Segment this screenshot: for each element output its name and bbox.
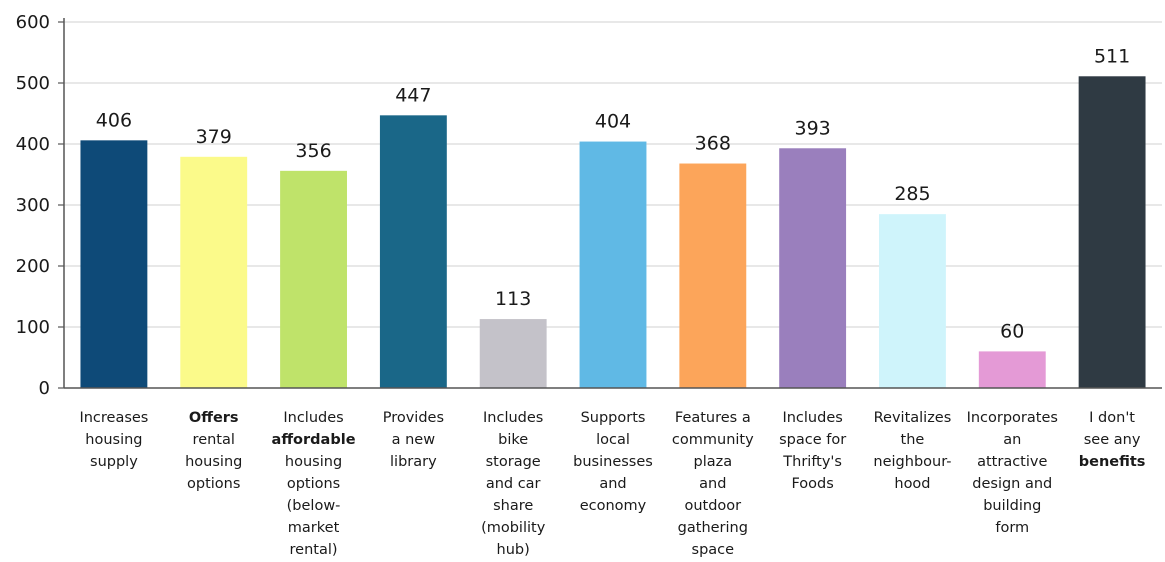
category-label: Includes space for Thrifty's Foods bbox=[779, 410, 846, 492]
category-label: Includes affordable housing options (below-m… bbox=[272, 410, 356, 558]
y-tick-label: 300 bbox=[16, 195, 50, 216]
y-tick-label: 400 bbox=[16, 134, 50, 155]
category-label: Offers rental housing options bbox=[185, 410, 242, 492]
data-label: 368 bbox=[695, 133, 731, 155]
data-label: 285 bbox=[894, 183, 930, 205]
bar bbox=[280, 170, 347, 388]
data-label: 356 bbox=[295, 140, 331, 162]
category-label: Incorporates an attractive design and buildi… bbox=[967, 410, 1058, 536]
y-tick-label: 600 bbox=[16, 12, 50, 33]
bar bbox=[1078, 76, 1146, 388]
data-label: 379 bbox=[196, 126, 232, 148]
category-labels: Increases housing supply Offers rental housin… bbox=[79, 410, 1145, 558]
data-label: 511 bbox=[1094, 45, 1130, 67]
category-label: Revitalizes the neighbour-hood bbox=[873, 410, 951, 492]
data-label: 393 bbox=[795, 117, 831, 139]
bar bbox=[879, 214, 946, 388]
data-label: 447 bbox=[395, 84, 431, 106]
bar bbox=[379, 115, 447, 388]
category-label: Features a community plaza and outdoor gather… bbox=[672, 410, 754, 558]
y-tick-label: 500 bbox=[16, 73, 50, 94]
data-label: 60 bbox=[1000, 320, 1024, 342]
bar bbox=[80, 140, 148, 388]
data-label: 113 bbox=[495, 288, 531, 310]
category-label: Includes bike storage and car share (mobility… bbox=[481, 410, 546, 558]
bars bbox=[80, 76, 1146, 388]
bar bbox=[779, 148, 847, 388]
category-label: Increases housing supply bbox=[79, 410, 148, 470]
y-axis-ticks: 0 100 200 300 400 500 600 bbox=[16, 12, 64, 399]
category-label: I don't see any benefits bbox=[1079, 410, 1146, 470]
category-label: Supports local businesses and economy bbox=[573, 410, 653, 514]
data-labels: 406 379 356 447 113 404 368 393 285 60 511 bbox=[96, 45, 1130, 342]
data-label: 404 bbox=[595, 111, 631, 133]
bar bbox=[978, 351, 1046, 388]
data-label: 406 bbox=[96, 109, 132, 131]
y-tick-label: 0 bbox=[39, 378, 50, 399]
y-tick-label: 100 bbox=[16, 317, 50, 338]
bar bbox=[180, 156, 248, 388]
y-tick-label: 200 bbox=[16, 256, 50, 277]
bar bbox=[579, 141, 647, 388]
category-label: Provides a new library bbox=[383, 410, 444, 470]
bar bbox=[479, 319, 547, 388]
bar bbox=[679, 163, 747, 388]
